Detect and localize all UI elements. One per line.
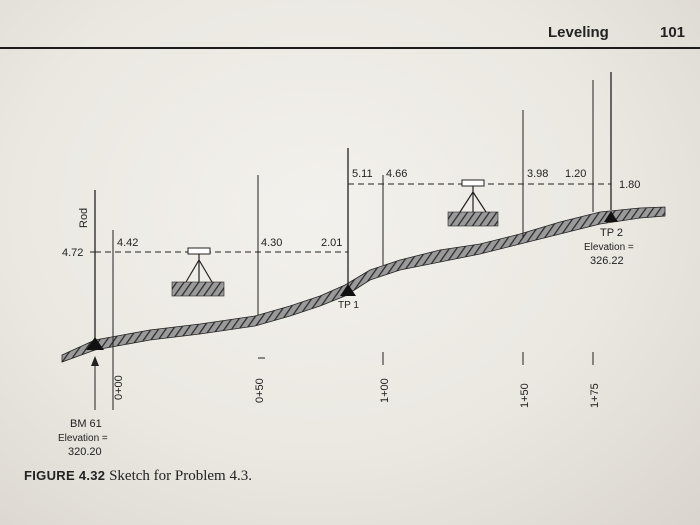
bm-arrow [91,356,99,410]
page-number: 101 [660,24,686,41]
reading-5-11: 5.11 [352,168,373,180]
svg-text:1+50: 1+50 [519,383,531,408]
station-label-1-75: 1+75 [589,352,601,408]
ground-profile [61,206,666,363]
header-rule [0,47,700,49]
tp2-elevation-value: 326.22 [590,255,624,267]
rod-label: Rod [78,208,90,228]
svg-text:1+75: 1+75 [589,383,601,408]
reading-bm-rod: 4.72 [62,247,83,259]
svg-text:0+50: 0+50 [254,378,266,403]
bm-name: BM 61 [70,418,102,430]
tp1-marker [340,284,356,296]
reading-1-20: 1.20 [565,168,586,180]
reading-tp2-rod: 1.80 [619,179,640,191]
bm-elevation-label: Elevation = [58,433,108,444]
station-label-0-50: 0+50 [254,357,266,403]
reading-2-01: 2.01 [321,237,342,249]
reading-4-66: 4.66 [386,168,407,180]
tp2-label: TP 2 [600,227,623,239]
figure-caption: FIGURE 4.32 Sketch for Problem 4.3. [24,468,252,485]
running-head: Leveling [548,24,609,41]
bm-elevation-value: 320.20 [68,446,102,458]
reading-3-98: 3.98 [527,168,548,180]
svg-text:0+00: 0+00 [113,375,125,400]
tp1-label: TP 1 [338,300,359,311]
bm-marker [86,337,104,350]
figure-caption-text: Sketch for Problem 4.3. [109,468,252,484]
svg-text:1+00: 1+00 [379,378,391,403]
station-label-1-00: 1+00 [379,352,391,403]
station-label-1-50: 1+50 [519,352,531,408]
station-label-0-00: 0+00 [112,355,125,400]
tp2-elevation-label: Elevation = [584,242,634,253]
figure-caption-label: FIGURE 4.32 [24,468,106,483]
tp2-marker [604,211,618,222]
reading-4-42: 4.42 [117,237,138,249]
level-instrument-2 [447,179,499,227]
level-instrument-1 [171,247,225,297]
reading-4-30: 4.30 [261,237,282,249]
